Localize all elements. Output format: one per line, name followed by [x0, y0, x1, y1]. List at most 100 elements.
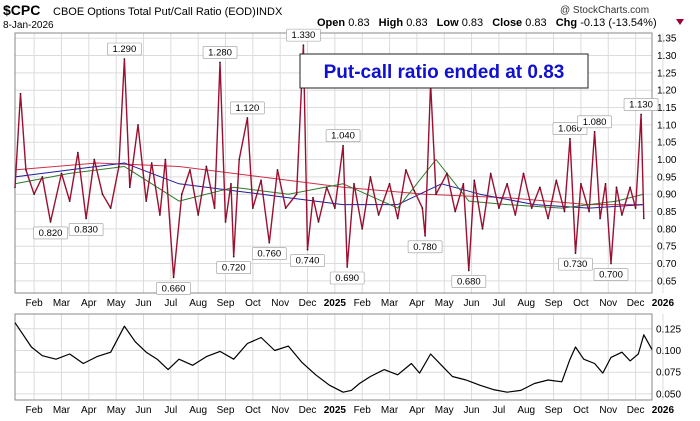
- ratio-point-47: [353, 183, 355, 185]
- ma-green-line: [14, 159, 644, 209]
- lower-x-tick-Jul: Jul: [493, 405, 506, 416]
- main-y-tick-0.85: 0.85: [657, 207, 677, 218]
- ratio-point-7: [68, 200, 71, 202]
- ratio-point-46: [346, 266, 348, 268]
- open-value: 0.83: [348, 17, 369, 29]
- annotation-box-0.720: [216, 261, 252, 274]
- symbol-name: CBOE Options Total Put/Call Ratio (EOD): [53, 6, 256, 18]
- lower-x-tick-Apr: Apr: [409, 405, 425, 416]
- ratio-point-83: [615, 186, 618, 189]
- main-y-tick-0.90: 0.90: [657, 190, 677, 201]
- lower-x-tick-Nov: Nov: [599, 405, 617, 416]
- annotation-box-1.290: [107, 42, 142, 56]
- lower-x-tick-Sep: Sep: [545, 405, 563, 416]
- annotation-box-0.660: [156, 282, 191, 295]
- main-x-tick-Jul: Jul: [493, 298, 506, 309]
- ratio-point-87: [640, 113, 642, 116]
- main-y-tick-1.25: 1.25: [657, 68, 677, 79]
- main-y-tick-1.30: 1.30: [657, 51, 677, 62]
- ratio-point-86: [634, 207, 637, 209]
- ratio-point-61: [462, 183, 465, 185]
- annotation-label-0.780: 0.780: [413, 242, 437, 253]
- main-x-tick-2025: 2025: [324, 298, 347, 309]
- annotation-box-1.280: [202, 46, 238, 59]
- main-y-tick-0.65: 0.65: [657, 276, 677, 287]
- annotation-box-0.820: [33, 226, 68, 240]
- main-x-tick-Oct: Oct: [245, 298, 261, 309]
- main-x-tick-Aug: Aug: [189, 298, 207, 309]
- ratio-point-58: [435, 193, 437, 195]
- ratio-point-54: [413, 189, 415, 192]
- lower-indicator-line: [14, 322, 653, 393]
- main-x-tick-Apr: Apr: [409, 298, 425, 309]
- ratio-point-76: [574, 252, 577, 254]
- main-x-tick-Jun: Jun: [463, 298, 479, 309]
- ratio-point-32: [246, 117, 249, 119]
- ratio-point-30: [232, 255, 235, 258]
- ratio-point-28: [224, 221, 227, 223]
- ratio-point-80: [599, 217, 601, 220]
- lower-x-tick-Dec: Dec: [299, 405, 317, 416]
- ratio-point-1: [19, 92, 22, 95]
- annotation-box-0.680: [451, 275, 487, 288]
- high-label: High: [379, 17, 404, 29]
- annotation-box-0.830: [68, 223, 104, 236]
- ratio-point-4: [41, 176, 44, 178]
- ma-blue-line: [14, 162, 644, 209]
- main-x-tick-Nov: Nov: [271, 298, 289, 309]
- main-x-tick-May: May: [435, 298, 454, 309]
- ratio-point-37: [284, 207, 287, 209]
- ratio-point-84: [621, 214, 623, 216]
- annotation-label-0.660: 0.660: [162, 283, 186, 294]
- ratio-point-40: [306, 248, 309, 251]
- annotation-box-1.040: [325, 129, 361, 142]
- main-y-tick-0.75: 0.75: [657, 242, 677, 253]
- main-x-tick-Sep: Sep: [545, 298, 563, 309]
- annotation-label-0.820: 0.820: [39, 228, 63, 239]
- ratio-point-14: [123, 58, 126, 60]
- main-x-tick-Feb: Feb: [26, 298, 44, 309]
- lower-x-tick-Aug: Aug: [517, 405, 535, 416]
- annotation-box-0.690: [329, 271, 365, 285]
- symbol-label: $CPC: [3, 2, 40, 18]
- ratio-point-39: [302, 44, 305, 46]
- main-x-tick-Oct: Oct: [573, 298, 589, 309]
- lower-x-tick-Sep: Sep: [217, 405, 235, 416]
- ratio-point-50: [377, 214, 380, 216]
- ratio-point-66: [498, 207, 500, 209]
- lower-y-tick-0.125: 0.125: [656, 324, 681, 335]
- ratio-point-78: [588, 210, 590, 213]
- ratio-point-45: [342, 144, 344, 147]
- main-y-tick-1.05: 1.05: [657, 138, 677, 149]
- ratio-point-21: [172, 276, 175, 279]
- annotation-label-1.280: 1.280: [208, 47, 232, 58]
- annotation-box-1.130: [623, 98, 659, 111]
- ratio-point-9: [85, 217, 87, 220]
- lower-x-tick-Nov: Nov: [271, 405, 289, 416]
- annotation-label-0.730: 0.730: [564, 259, 588, 270]
- ratio-point-3: [33, 193, 35, 195]
- annotation-label-1.120: 1.120: [235, 103, 259, 114]
- lower-x-tick-Mar: Mar: [381, 405, 399, 416]
- annotation-box-0.740: [290, 254, 325, 267]
- main-x-tick-Aug: Aug: [517, 298, 535, 309]
- ratio-point-10: [93, 158, 96, 161]
- lower-x-tick-Oct: Oct: [245, 405, 261, 416]
- lower-x-tick-May: May: [435, 405, 454, 416]
- ratio-point-8: [77, 151, 79, 154]
- lower-y-tick-0.100: 0.100: [656, 346, 681, 357]
- series-layer: [14, 44, 653, 393]
- main-y-tick-1.15: 1.15: [657, 103, 677, 114]
- annotation-box: [299, 53, 589, 89]
- ratio-point-69: [522, 172, 525, 175]
- ratio-point-81: [604, 183, 607, 185]
- ratio-point-22: [180, 193, 183, 195]
- ratio-point-19: [159, 214, 161, 216]
- main-x-tick-Mar: Mar: [381, 298, 399, 309]
- annotation-box-0.700: [593, 268, 629, 281]
- ratio-point-38: [295, 193, 298, 195]
- date-label: 8-Jan-2026: [3, 20, 54, 31]
- main-y-tick-1.10: 1.10: [657, 120, 677, 131]
